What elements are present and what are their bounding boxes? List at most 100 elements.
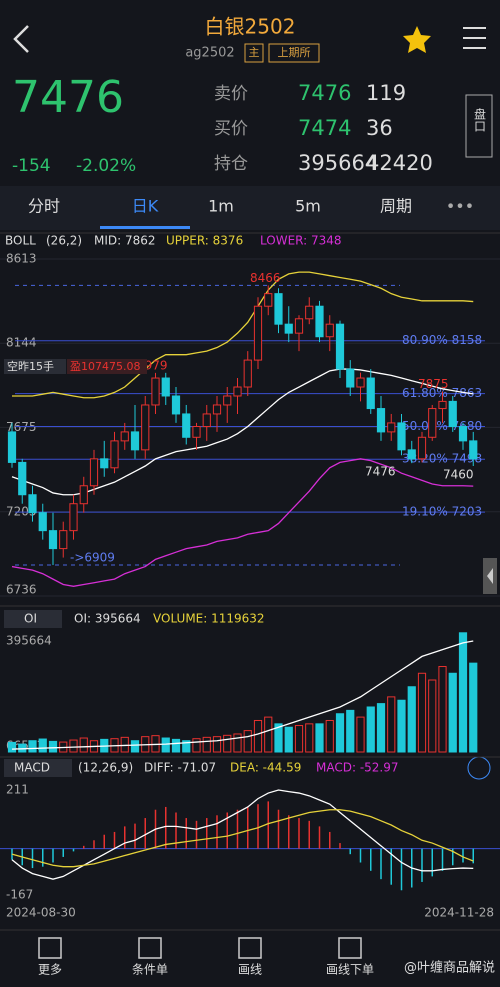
- tab[interactable]: 分时: [28, 197, 60, 216]
- x-tick-label: 2024-11-28: [424, 906, 494, 920]
- nav-label[interactable]: 更多: [38, 963, 62, 977]
- volume-bar: [366, 706, 375, 753]
- candle-body: [233, 386, 242, 397]
- tab-bar: [0, 186, 500, 230]
- level-label: 80.90% 8158: [402, 333, 482, 347]
- candle-body: [182, 413, 191, 438]
- volume-bar: [469, 662, 478, 753]
- more-tabs[interactable]: •••: [446, 197, 474, 216]
- y-tick-label: 6736: [6, 583, 37, 597]
- candle-body: [212, 404, 222, 415]
- volume-bar: [274, 723, 283, 753]
- candle-body: [428, 408, 437, 438]
- quote-label: 买价: [214, 119, 248, 139]
- candle-body: [325, 323, 334, 338]
- level-label: 19.10% 7203: [402, 505, 482, 519]
- favorite[interactable]: [403, 26, 431, 53]
- change: -154: [12, 156, 51, 176]
- candle-body: [223, 395, 232, 406]
- nav-label[interactable]: 画线: [238, 963, 262, 977]
- volume-bar: [79, 737, 88, 753]
- legend: MACD: [14, 761, 50, 775]
- candle-body: [69, 503, 78, 532]
- quote-qty: 36: [366, 116, 393, 140]
- side-label: 盘口: [473, 107, 487, 132]
- nav-label[interactable]: 画线下单: [326, 963, 374, 977]
- volume-bar: [18, 743, 27, 753]
- volume-bar: [69, 739, 78, 753]
- volume-bar: [294, 725, 304, 753]
- volume-bar: [161, 737, 170, 753]
- volume-bar: [212, 736, 222, 753]
- annotation: 8466: [250, 271, 281, 285]
- back-button[interactable]: [13, 25, 29, 53]
- volume-bar: [48, 740, 58, 753]
- volume-bar: [325, 719, 334, 753]
- candle-body: [335, 323, 345, 370]
- nav-label[interactable]: 条件单: [132, 963, 168, 977]
- candle-body: [192, 426, 201, 438]
- legend: DIFF: -71.07: [144, 761, 216, 775]
- nav-icon[interactable]: [338, 937, 362, 959]
- legend: LOWER: 7348: [260, 234, 342, 248]
- candle-body: [253, 305, 263, 361]
- nav-icon[interactable]: [138, 937, 162, 959]
- volume-bar: [438, 666, 447, 753]
- indicator-line: [11, 809, 474, 868]
- volume-bar: [356, 716, 365, 753]
- tab[interactable]: 周期: [380, 197, 412, 216]
- candle-body: [315, 305, 324, 338]
- volume-bar: [346, 709, 355, 753]
- tab-underline: [100, 226, 190, 229]
- candle-body: [438, 400, 447, 410]
- nav-icon[interactable]: [238, 937, 262, 959]
- candle-body: [130, 431, 140, 451]
- legend: UPPER: 8376: [166, 234, 243, 248]
- y-tick-label: 211: [6, 783, 29, 797]
- menu[interactable]: [463, 27, 486, 49]
- quote-qty: 42420: [366, 151, 433, 175]
- legend: BOLL: [5, 234, 36, 248]
- volume-bar: [407, 686, 416, 753]
- volume-bar: [233, 733, 242, 753]
- candle-body: [141, 404, 150, 451]
- position-badge: [67, 359, 147, 374]
- candle-body: [18, 461, 27, 496]
- nav-icon[interactable]: [38, 937, 62, 959]
- legend: OI: 395664: [74, 612, 141, 626]
- candle-body: [79, 485, 88, 505]
- volume-bar: [305, 723, 314, 753]
- volume-bar: [38, 738, 47, 753]
- oi-line: [11, 640, 474, 750]
- candle-body: [458, 426, 468, 442]
- quote-label: 持仓: [214, 154, 248, 174]
- legend: (26,2): [46, 234, 82, 248]
- indicator-line: [11, 789, 474, 880]
- candle-body: [305, 305, 314, 320]
- tag-box: [268, 43, 320, 63]
- tab[interactable]: 5m: [295, 197, 321, 216]
- candle-body: [89, 458, 99, 487]
- tab[interactable]: 1m: [208, 197, 234, 216]
- change-pct: -2.02%: [76, 156, 136, 176]
- legend-tab: [4, 610, 62, 628]
- legend: OI: [24, 612, 37, 626]
- legend: MID: 7862: [94, 234, 156, 248]
- candle-body: [376, 408, 386, 433]
- side-box[interactable]: [465, 94, 493, 158]
- candle-body: [407, 449, 416, 460]
- tag: 主: [249, 46, 260, 59]
- candle-body: [448, 400, 457, 428]
- volume-bar: [223, 734, 232, 753]
- legend: VOLUME: 1119632: [153, 612, 265, 626]
- quote-qty: 119: [366, 81, 406, 105]
- candle-body: [274, 293, 283, 325]
- volume-bar: [171, 738, 181, 753]
- tab[interactable]: 日K: [132, 197, 159, 216]
- candle-body: [294, 318, 304, 334]
- volume-bar: [417, 672, 427, 753]
- volume-bar: [130, 740, 140, 753]
- volume-bar: [253, 719, 263, 753]
